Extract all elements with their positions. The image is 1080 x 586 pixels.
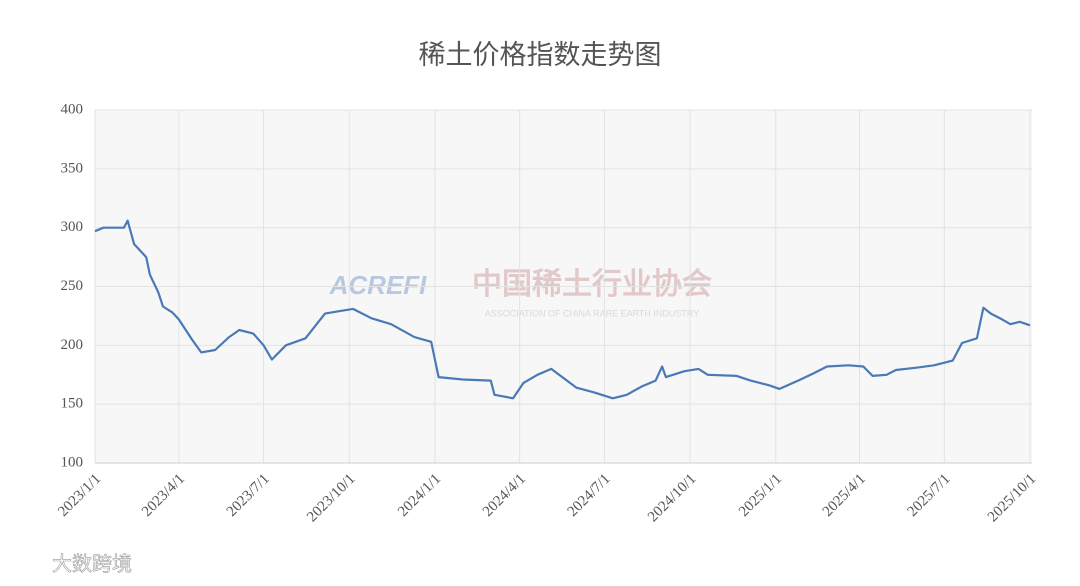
data-line <box>94 219 1031 400</box>
y-tick-label: 200 <box>61 337 84 353</box>
watermark-subtext: ASSOCIATION OF CHINA RARE EARTH INDUSTRY <box>485 308 700 318</box>
x-tick-label: 2023/4/1 <box>139 471 188 520</box>
watermark-logo: ACREFI <box>329 270 428 300</box>
y-tick-label: 250 <box>61 278 84 294</box>
y-tick-label: 350 <box>61 160 84 176</box>
x-tick-label: 2023/7/1 <box>224 471 273 520</box>
x-tick-label: 2024/1/1 <box>395 471 444 520</box>
x-tick-label: 2025/7/1 <box>905 471 954 520</box>
x-tick-label: 2024/10/1 <box>645 471 699 525</box>
x-tick-label: 2025/10/1 <box>985 471 1039 525</box>
y-tick-label: 400 <box>61 101 84 117</box>
y-tick-label: 100 <box>61 454 84 470</box>
x-tick-label: 2024/4/1 <box>480 471 529 520</box>
watermark-text: 中国稀土行业协会 <box>472 268 712 301</box>
x-tick-label: 2023/10/1 <box>304 471 358 525</box>
chart-title: 稀土价格指数走势图 <box>419 40 662 70</box>
x-tick-label: 2025/4/1 <box>820 471 869 520</box>
x-tick-label: 2023/1/1 <box>55 471 104 520</box>
x-tick-label: 2024/7/1 <box>565 471 614 520</box>
y-tick-label: 150 <box>61 396 84 412</box>
y-tick-label: 300 <box>61 219 84 235</box>
x-tick-label: 2025/1/1 <box>736 471 785 520</box>
footer-logo: 大数跨境 <box>52 553 132 576</box>
